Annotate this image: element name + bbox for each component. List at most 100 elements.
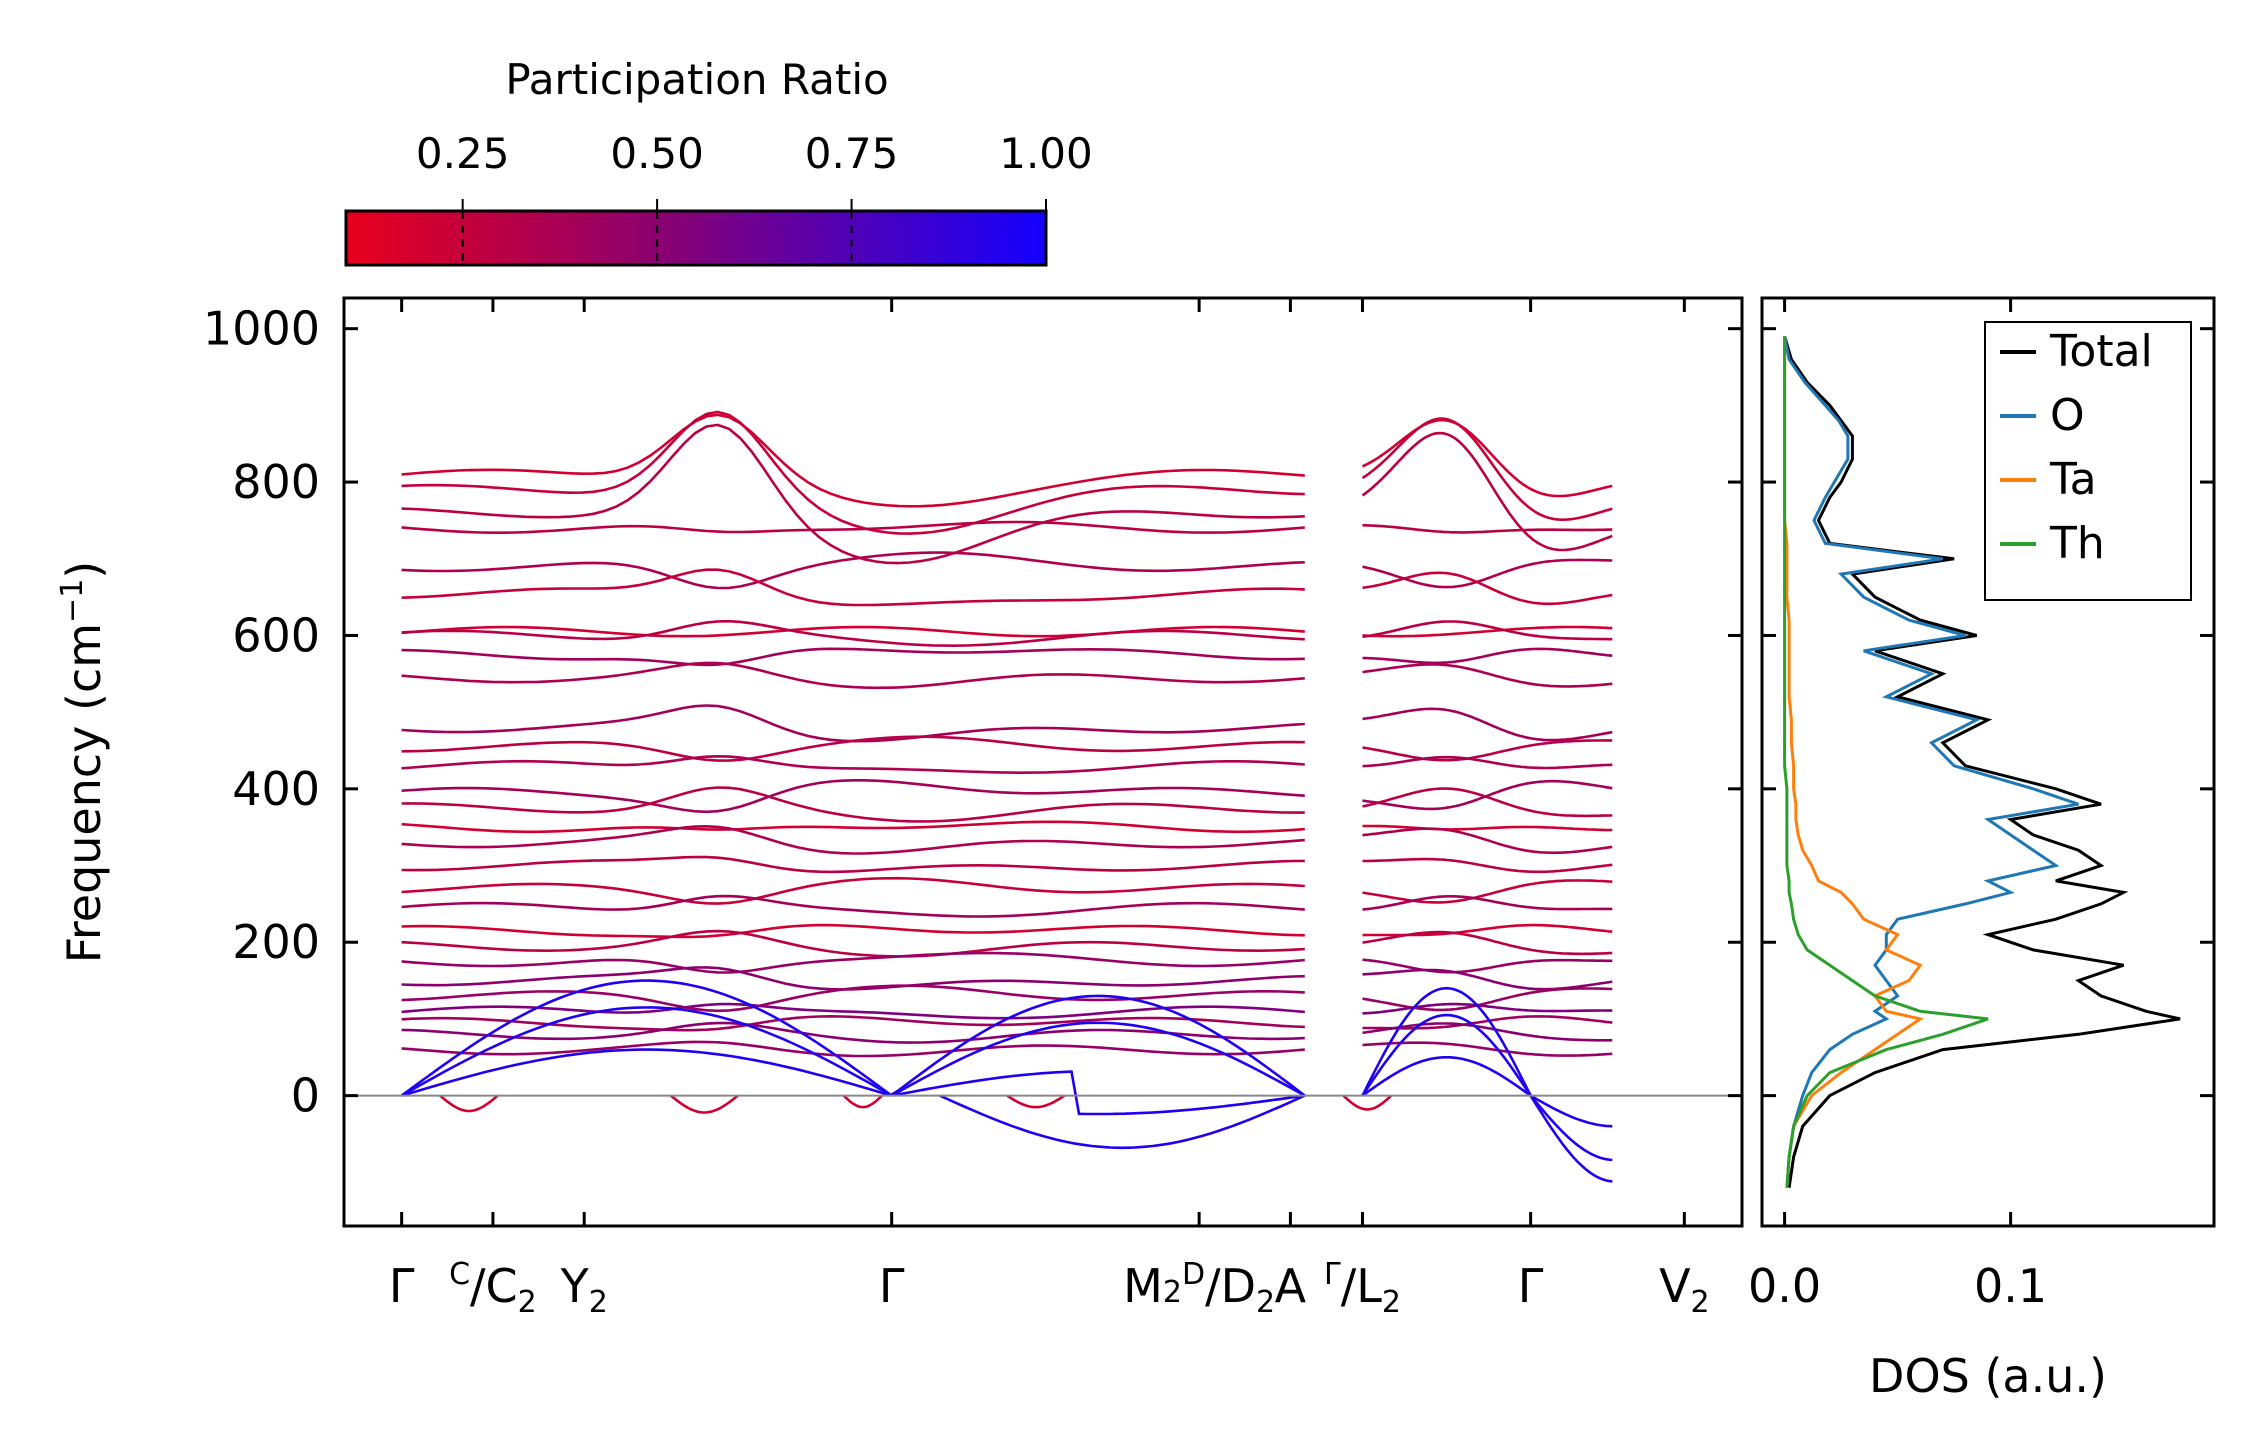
band-line bbox=[401, 855, 1305, 874]
acoustic-branch bbox=[1361, 1056, 1613, 1128]
band-line bbox=[401, 413, 1305, 508]
band-line bbox=[401, 1040, 1305, 1058]
band-line bbox=[401, 568, 1305, 607]
legend-frame bbox=[1984, 321, 2192, 601]
band-line bbox=[1362, 987, 1613, 1012]
band-line bbox=[401, 661, 1305, 690]
k-point-label: Y2 bbox=[560, 1259, 608, 1320]
band-line bbox=[1362, 663, 1613, 688]
y-label-sup: −1 bbox=[55, 579, 90, 623]
k-label-main: Γ bbox=[879, 1259, 905, 1313]
k-label-main: C bbox=[486, 1259, 518, 1313]
band-line bbox=[1361, 431, 1613, 552]
y-tick-label: 800 bbox=[232, 455, 320, 509]
legend-label: O bbox=[2050, 390, 2085, 441]
dos-x-tick-label: 0.0 bbox=[1748, 1259, 1821, 1313]
band-line bbox=[1362, 787, 1613, 818]
k-point-label: Γ bbox=[879, 1259, 905, 1313]
band-line bbox=[1362, 558, 1613, 589]
k-label-main: M bbox=[1123, 1259, 1163, 1313]
k-point-label: A bbox=[1275, 1259, 1307, 1313]
band-line bbox=[401, 647, 1305, 667]
band-line bbox=[1362, 930, 1613, 956]
k-label-slash: / bbox=[470, 1259, 486, 1313]
band-line bbox=[1362, 1022, 1613, 1042]
band-line bbox=[1362, 968, 1613, 991]
y-tick-label: 200 bbox=[232, 915, 320, 969]
k-label-sub: 2 bbox=[1382, 1285, 1401, 1320]
k-label-sup: Γ bbox=[1324, 1257, 1341, 1292]
k-label-sub: 2 bbox=[589, 1285, 608, 1320]
dos-series-th bbox=[1783, 336, 1989, 1188]
band-y-label: Frequency (cm−1) bbox=[55, 561, 111, 964]
k-label-sub: 2 bbox=[1691, 1285, 1710, 1320]
band-line bbox=[1362, 879, 1613, 904]
k-label-sup: D bbox=[1182, 1257, 1205, 1292]
band-line bbox=[1362, 1002, 1613, 1015]
band-line bbox=[1362, 827, 1613, 855]
band-lines bbox=[400, 410, 1613, 1183]
band-line bbox=[401, 520, 1305, 535]
k-label-slash: / bbox=[1341, 1259, 1357, 1313]
band-line bbox=[401, 1021, 1305, 1044]
band-x-ticks: Γ C/C2 Y2 Γ M2D/D2 A Γ/L2 Γ V2 bbox=[389, 298, 1710, 1320]
imaginary-mode bbox=[1006, 1094, 1066, 1109]
dos-axes-frame bbox=[1760, 296, 2216, 1228]
colorbar-tick-label: 0.50 bbox=[610, 129, 704, 178]
band-line bbox=[401, 704, 1305, 743]
band-line bbox=[1362, 857, 1613, 874]
k-point-label: V2 bbox=[1659, 1259, 1710, 1320]
colorbar-tick-label: 0.75 bbox=[805, 129, 899, 178]
k-label-sub: 2 bbox=[1163, 1275, 1182, 1310]
y-tick-label: 600 bbox=[232, 608, 320, 662]
band-line bbox=[401, 735, 1305, 762]
band-line bbox=[1362, 894, 1613, 911]
band-line bbox=[1362, 779, 1613, 811]
colorbar-gradient bbox=[344, 209, 1048, 267]
band-line bbox=[1362, 824, 1613, 832]
imaginary-mode bbox=[669, 1094, 739, 1114]
k-label-sub: 2 bbox=[518, 1285, 537, 1320]
y-label-close: ) bbox=[57, 561, 111, 579]
k-label-main: Γ bbox=[1518, 1259, 1544, 1313]
band-line bbox=[1362, 958, 1613, 974]
k-point-label: Γ bbox=[389, 1259, 415, 1313]
k-label-main: Y bbox=[560, 1259, 590, 1313]
band-line bbox=[401, 876, 1305, 905]
band-line bbox=[401, 929, 1305, 958]
legend-label: Total bbox=[2049, 326, 2153, 377]
imaginary-mode bbox=[1342, 1094, 1393, 1111]
k-label-main: Γ bbox=[389, 1259, 415, 1313]
acoustic-branch bbox=[400, 1006, 1306, 1097]
k-label-slash: / bbox=[1205, 1259, 1221, 1313]
band-line bbox=[401, 551, 1305, 590]
colorbar: Participation Ratio 0.25 0.50 0.75 1.00 bbox=[344, 55, 1093, 267]
band-line bbox=[1362, 523, 1613, 534]
band-line bbox=[1362, 1041, 1613, 1057]
k-point-label: C/C2 bbox=[449, 1257, 537, 1320]
colorbar-tick-label: 0.25 bbox=[416, 129, 510, 178]
band-line bbox=[401, 625, 1305, 638]
band-axes-frame bbox=[342, 296, 1744, 1228]
band-line bbox=[401, 951, 1305, 974]
acoustic-branch bbox=[400, 979, 1306, 1097]
band-line bbox=[1362, 625, 1613, 638]
y-tick-label: 400 bbox=[232, 762, 320, 816]
dos-y-ticks bbox=[1762, 327, 2214, 1098]
band-line bbox=[1362, 1015, 1613, 1030]
band-line bbox=[401, 786, 1305, 823]
band-line bbox=[1362, 707, 1613, 742]
legend-label: Th bbox=[2049, 518, 2105, 569]
k-label-main: V bbox=[1659, 1259, 1691, 1313]
dos-series-o bbox=[1783, 336, 2079, 1188]
k-label-sub: 2 bbox=[1256, 1285, 1275, 1320]
band-line bbox=[1361, 418, 1613, 498]
y-label-main: Frequency (cm bbox=[57, 623, 111, 963]
imaginary-mode bbox=[842, 1094, 883, 1109]
colorbar-tick-label: 1.00 bbox=[999, 129, 1093, 178]
k-label-main: D bbox=[1221, 1259, 1256, 1313]
band-line bbox=[401, 423, 1305, 565]
band-line bbox=[401, 894, 1305, 918]
dos-x-label: DOS (a.u.) bbox=[1869, 1349, 2107, 1403]
